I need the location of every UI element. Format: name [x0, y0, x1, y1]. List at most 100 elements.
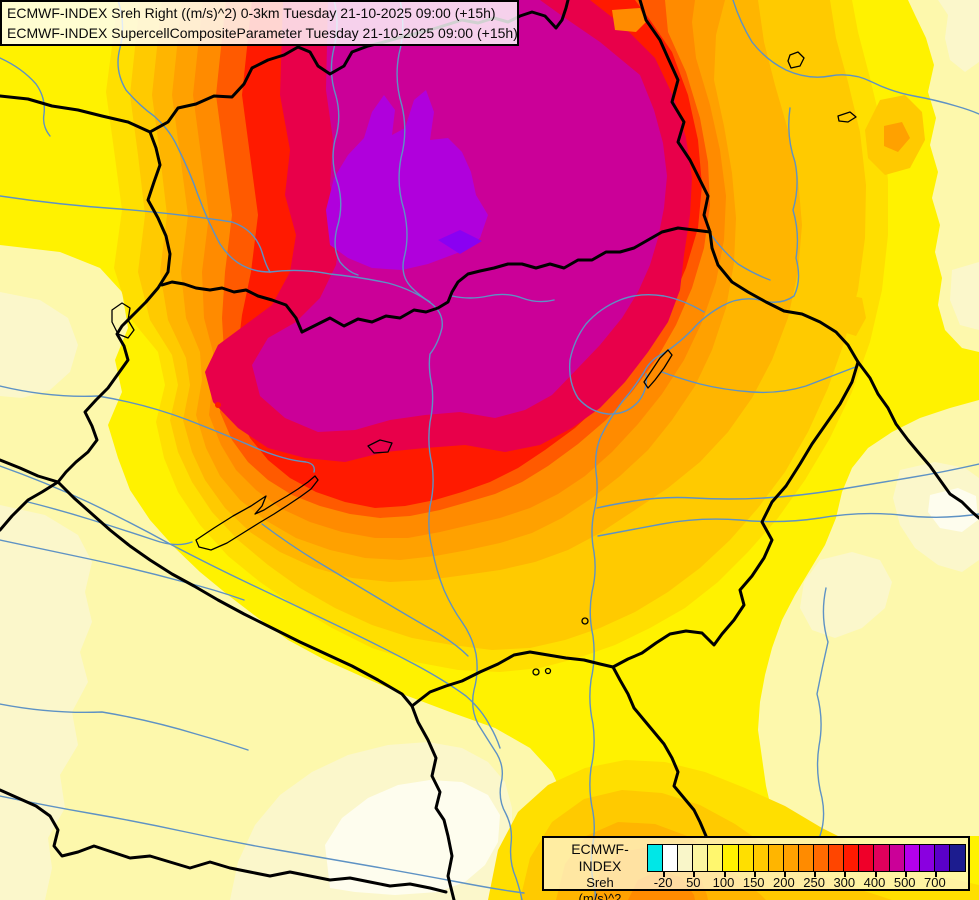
border-croatia-bosnia: [0, 788, 448, 894]
river-tisza-bend: [568, 293, 705, 415]
border-slovenia-croatia: [0, 480, 60, 532]
legend-swatch-3: [693, 845, 709, 871]
legend-tick-label: 200: [773, 875, 795, 890]
river-morava: [117, 0, 271, 273]
river-ipel: [451, 293, 555, 303]
legend-tick-mark: [753, 871, 756, 877]
contour-white-se: [928, 488, 978, 532]
lake-tisza-outline: [643, 349, 673, 389]
lake-small-ne-1: [787, 51, 805, 69]
legend-tick-label: 150: [742, 875, 765, 890]
legend-tick-label: 300: [833, 875, 856, 890]
legend-swatch-2: [678, 845, 694, 871]
legend-tick-mark: [934, 871, 937, 877]
lake-balaton-outline: [195, 475, 319, 551]
legend-tick-label: -20: [653, 875, 673, 890]
legend-tick-mark: [783, 871, 786, 877]
legend-swatch-7: [753, 845, 769, 871]
legend-swatch-10: [798, 845, 815, 871]
border-czech-slovakia: [148, 0, 570, 134]
contour-pale-northeast: [908, 0, 979, 352]
contour-gold-spot-east: [840, 295, 866, 336]
river-raba: [0, 385, 316, 473]
river-somes: [661, 365, 859, 394]
legend-tick-label: 400: [863, 875, 886, 890]
contour-orange-dot-ne: [884, 122, 910, 152]
border-hungary-romania: [611, 360, 860, 669]
legend-tick-label: 250: [803, 875, 825, 890]
border-hungary-slovakia: [300, 226, 712, 334]
border-czech-austria: [0, 94, 152, 134]
river-vah: [330, 0, 359, 276]
contour-cream-west: [0, 292, 78, 398]
river-sava-north: [0, 703, 249, 751]
legend-tick-mark: [723, 871, 726, 877]
title-box: ECMWF-INDEX Sreh Right ((m/s)^2) 0-3km T…: [0, 0, 519, 46]
contour-violet-maximum: [438, 230, 482, 254]
river-sava: [0, 795, 525, 894]
river-drava: [0, 465, 501, 749]
legend-swatch-20: [949, 845, 965, 871]
legend-colorbar: [647, 844, 966, 872]
contour-purple-core: [326, 90, 488, 270]
legend-swatch-1: [663, 845, 679, 871]
river-danube-upper: [0, 195, 271, 273]
legend-swatch-8: [768, 845, 784, 871]
lake-small-south-3: [581, 617, 589, 625]
contour-red-spot-west: [215, 402, 221, 408]
contour-cream-ne-corner: [938, 0, 979, 72]
legend-tick-mark: [874, 871, 877, 877]
river-koros: [596, 463, 979, 509]
lake-ferto-outline: [111, 302, 135, 339]
legend-text-block: ECMWF-INDEX Sreh (m/s)^2: [550, 841, 650, 900]
border-romania-serbia: [611, 665, 708, 838]
legend-swatch-11: [814, 845, 830, 871]
border-austria-hungary: [56, 130, 172, 484]
river-austria-small: [0, 57, 51, 137]
legend-swatch-14: [859, 845, 875, 871]
river-upper-tisza: [732, 0, 979, 115]
legend-units-label: (m/s)^2: [578, 891, 622, 900]
title-line-1: ECMWF-INDEX Sreh Right ((m/s)^2) 0-3km T…: [7, 5, 496, 21]
border-croatia-serbia: [410, 704, 456, 900]
legend-tick-mark: [844, 871, 847, 877]
legend-swatch-5: [723, 845, 739, 871]
river-bodrog: [711, 235, 771, 281]
legend-swatch-9: [783, 845, 799, 871]
legend-swatch-4: [708, 845, 724, 871]
legend-tick-label: 100: [712, 875, 735, 890]
lakes: [111, 51, 857, 676]
contour-cream-east: [950, 262, 979, 330]
legend-swatch-12: [829, 845, 845, 871]
lake-small-ne-2: [837, 111, 857, 123]
legend-tick-label: 700: [924, 875, 946, 890]
legend-swatch-18: [919, 845, 935, 871]
contour-orange-spot-top: [612, 8, 646, 32]
legend-tick-mark: [693, 871, 696, 877]
legend-tick-label: 50: [686, 875, 701, 890]
river-timis: [816, 587, 829, 837]
title-line-2: ECMWF-INDEX SupercellCompositeParameter …: [7, 24, 518, 41]
legend-swatch-0: [648, 845, 664, 871]
legend-tick-mark: [663, 871, 666, 877]
legend-tick-mark: [814, 871, 817, 877]
border-hungary-slovakia-west: [160, 280, 304, 334]
legend-tick-mark: [904, 871, 907, 877]
legend-swatch-19: [934, 845, 950, 871]
legend-swatch-17: [904, 845, 920, 871]
legend-tick-label: 500: [893, 875, 916, 890]
border-austria-slovenia: [0, 458, 60, 484]
border-hungary-ukraine: [708, 230, 860, 364]
legend-swatch-16: [889, 845, 905, 871]
legend-swatch-6: [738, 845, 754, 871]
river-hron: [396, 0, 431, 303]
river-mures: [597, 512, 979, 537]
legend-box: ECMWF-INDEX Sreh (m/s)^2 -20 50 100 150 200 2…: [542, 836, 970, 900]
legend-parameter-label: Sreh: [586, 875, 614, 890]
river-sio: [261, 523, 469, 657]
river-tisza: [589, 107, 800, 900]
river-mura: [0, 539, 245, 601]
